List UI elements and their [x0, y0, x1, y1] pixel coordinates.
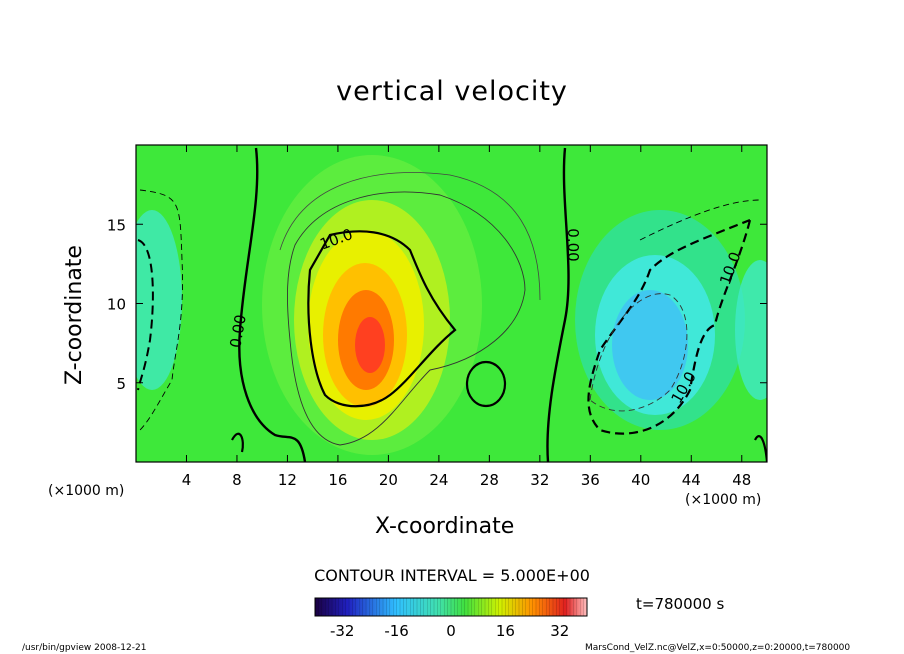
- zero-contour-left: [238, 147, 307, 462]
- contour-5-positive-outer: [279, 172, 541, 301]
- x-tick-label: 32: [530, 471, 549, 489]
- colorbar-tick-label: 16: [496, 622, 515, 640]
- x-tick-label: 12: [278, 471, 297, 489]
- colorbar-tick-label: 0: [446, 622, 456, 640]
- field-plot: 10.0 0.00 0.00 10.0 10.0: [136, 145, 767, 462]
- colorbar-tick-label: 32: [550, 622, 569, 640]
- x-axis: 4 8 12 16 20 24 28 32 36 40 44 48: [182, 145, 751, 489]
- downdraft-left: [136, 210, 182, 390]
- contour-label: 0.00: [564, 228, 582, 261]
- x-tick-label: 20: [379, 471, 398, 489]
- y-tick-label: 10: [107, 296, 126, 314]
- downdraft-right: [735, 260, 767, 400]
- x-tick-label: 16: [328, 471, 347, 489]
- time-label: t=780000 s: [636, 595, 725, 613]
- contour-10-negative: [587, 218, 752, 435]
- y-axis: 5 10 15: [107, 216, 767, 393]
- zero-contour-right: [546, 147, 570, 462]
- contour-interval: CONTOUR INTERVAL = 5.000E+00: [314, 566, 590, 585]
- x-unit-label-right: (×1000 m): [685, 492, 762, 508]
- colorbar-ticks: -32 -16 0 16 32: [330, 622, 569, 640]
- footer-right: MarsCond_VelZ.nc@VelZ,x=0:50000,z=0:2000…: [585, 643, 851, 653]
- contour-negative-left: [139, 189, 183, 431]
- contour-zero-cell: [465, 360, 507, 408]
- y-axis-title: Z-coordinate: [62, 245, 87, 385]
- x-tick-label: 48: [732, 471, 751, 489]
- x-tick-label: 8: [232, 471, 242, 489]
- contour-5-negative: [639, 199, 761, 241]
- contour-10-negative-left: [137, 239, 154, 391]
- x-tick-label: 36: [581, 471, 600, 489]
- chart-title: vertical velocity: [336, 76, 568, 107]
- downdraft-core: [612, 290, 688, 400]
- x-axis-title: X-coordinate: [375, 514, 515, 539]
- colorbar: [314, 597, 588, 617]
- x-tick-label: 4: [182, 471, 192, 489]
- y-tick-label: 5: [116, 375, 126, 393]
- updraft-core: [355, 317, 385, 373]
- x-tick-label: 44: [682, 471, 701, 489]
- colorbar-tick-label: -32: [330, 622, 355, 640]
- contour-10-positive: [307, 230, 457, 408]
- contour-label: 0.00: [226, 313, 250, 349]
- x-tick-label: 40: [631, 471, 650, 489]
- footer-left: /usr/bin/gpview 2008-12-21: [22, 643, 147, 653]
- contour-5-positive: [286, 191, 526, 446]
- contour-zero-small: [231, 432, 244, 453]
- x-unit-label: (×1000 m): [48, 483, 125, 499]
- colorbar-tick-label: -16: [384, 622, 409, 640]
- y-tick-label: 15: [107, 216, 126, 234]
- x-tick-label: 24: [429, 471, 448, 489]
- x-tick-label: 28: [480, 471, 499, 489]
- colorbar-bands: [318, 598, 584, 616]
